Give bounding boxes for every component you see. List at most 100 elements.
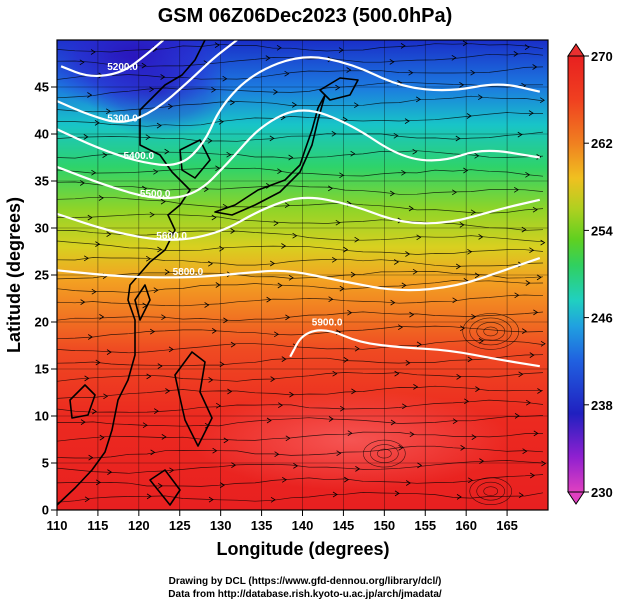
stream-arrow [514,292,520,299]
streamline [57,181,544,195]
taiwan-outline [134,284,151,321]
streamline [57,294,544,307]
stream-arrow [336,450,342,457]
stream-arrow [142,422,148,429]
stream-arrow [204,422,210,429]
streamline [57,339,544,354]
stream-arrow [539,97,545,104]
stream-arrow [529,472,535,479]
streamline [57,213,544,231]
contour-label: 5900.0 [312,318,343,329]
stream-arrow [517,131,523,138]
stream-arrow [525,399,531,406]
stream-arrow [153,168,159,175]
stream-arrow [83,255,89,262]
stream-arrow [471,434,477,440]
streamline [57,311,544,321]
circulation-ring [469,477,513,506]
stream-arrow [354,236,360,243]
stream-arrow [208,377,214,383]
stream-arrow [103,393,109,400]
stream-arrow [168,346,174,353]
stream-arrow [273,220,279,227]
stream-arrow [102,152,108,158]
stream-arrow [95,359,101,366]
grid-lines [57,40,548,510]
stream-arrow [231,462,237,468]
contour-label: 5600.0 [156,231,187,242]
stream-arrow [88,454,94,461]
stream-arrow [451,189,457,196]
stream-arrow [479,458,485,464]
stream-arrow [408,69,414,76]
y-axis-label: Latitude (degrees) [4,197,24,353]
streamline [57,399,544,413]
streamline [57,460,544,474]
colorbar-max-arrow [567,43,585,57]
colorbar-ticks: 270 262 254 246 238 230 [584,49,613,500]
y-tick-label: 5 [42,456,49,471]
y-tick-label: 45 [35,80,49,95]
contour-line [57,56,541,167]
x-tick-label: 120 [128,518,150,533]
stream-arrow [513,186,519,193]
stream-arrow [343,476,349,483]
stream-arrow [87,334,93,340]
stream-arrow [169,467,175,474]
x-tick-label: 125 [169,518,191,533]
stream-arrow [273,331,279,338]
stream-arrow [285,314,291,321]
stream-arrow [401,169,407,176]
stream-arrow [277,282,283,289]
stream-arrow [87,214,93,221]
stream-arrow [470,69,476,76]
streamline [57,66,544,80]
x-tick-label: 160 [455,518,477,533]
stream-arrow [339,405,345,412]
stream-arrow [401,282,407,289]
stream-arrow [277,168,283,175]
streamline [57,95,544,113]
stream-arrow [451,54,457,61]
stream-arrow [335,219,341,226]
stream-arrow [215,282,221,288]
stream-arrow [471,313,477,320]
stream-arrow [149,86,155,93]
stream-arrow [462,40,468,47]
stream-arrow [477,94,483,101]
stream-arrow [518,371,524,378]
stream-arrow [525,171,531,178]
stream-arrow [343,357,349,363]
stream-arrow [265,183,271,189]
stream-arrow [405,251,411,257]
x-axis-ticks: 110 115 120 125 130 135 140 145 150 155 160 165 [47,510,518,533]
stream-arrow [537,388,543,394]
x-tick-label: 145 [333,518,355,533]
streamline [57,240,544,255]
contour-label: 5500.0 [140,189,171,200]
streamline [57,53,544,67]
streamline [57,415,544,427]
stream-arrow [394,490,400,497]
stream-arrow [470,209,476,216]
streamline [57,280,544,293]
stream-arrow [293,463,299,469]
stream-arrow [533,430,539,437]
contour-line [57,40,238,123]
streamline [57,271,544,280]
stream-arrow [207,137,213,144]
stream-arrow [514,413,520,419]
stream-arrow [146,373,152,380]
stream-arrow [142,302,148,309]
stream-arrow [141,62,147,69]
x-tick-label: 165 [496,518,518,533]
streamlines [57,40,547,506]
stream-arrow [281,243,287,249]
stream-arrow [84,496,90,503]
contour-label: 5800.0 [173,267,204,278]
stream-arrow [397,324,403,331]
stream-arrow [540,340,546,347]
stream-arrow [463,167,469,174]
stream-arrow [214,42,220,48]
